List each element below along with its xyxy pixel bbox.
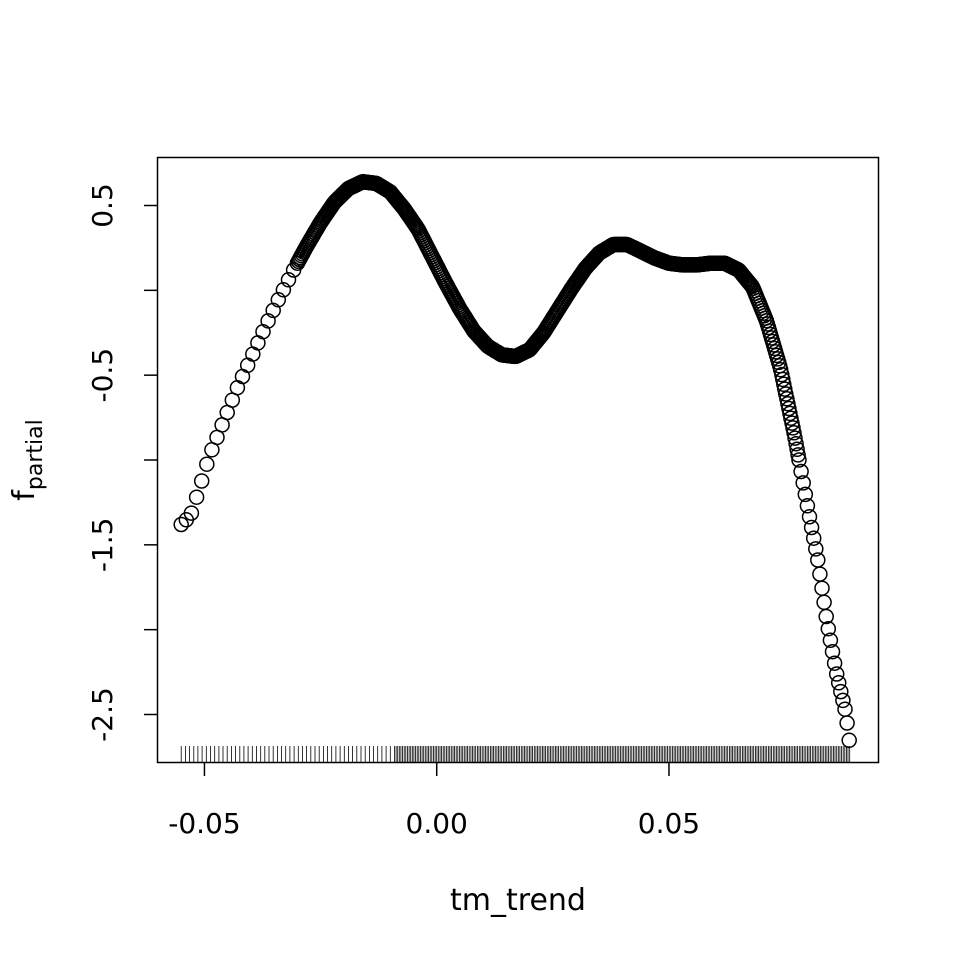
rug-marks bbox=[180, 746, 851, 762]
x-tick-label: -0.05 bbox=[168, 807, 240, 840]
data-point bbox=[808, 541, 824, 557]
y-tick-label: 0.5 bbox=[86, 183, 119, 228]
data-point bbox=[173, 516, 189, 533]
data-point bbox=[801, 509, 818, 525]
data-point bbox=[820, 621, 837, 637]
y-tick-label: -1.5 bbox=[86, 518, 119, 573]
data-point bbox=[797, 486, 814, 503]
data-point bbox=[841, 732, 857, 749]
data-point bbox=[199, 456, 215, 472]
data-point bbox=[824, 643, 841, 660]
data-point bbox=[799, 498, 816, 514]
y-axis-label: fpartial bbox=[7, 419, 48, 500]
data-point bbox=[805, 530, 822, 546]
y-axis-label-subscript: partial bbox=[23, 419, 48, 490]
data-point bbox=[818, 608, 834, 625]
data-point bbox=[788, 435, 804, 452]
data-point bbox=[812, 566, 828, 582]
data-point bbox=[826, 655, 843, 671]
data-point bbox=[803, 519, 820, 536]
data-point bbox=[814, 580, 830, 596]
data-point bbox=[822, 632, 839, 649]
data-point bbox=[183, 505, 200, 521]
data-point bbox=[835, 692, 851, 709]
data-point bbox=[816, 594, 832, 611]
x-axis: -0.05 0.00 0.05 bbox=[168, 762, 700, 840]
data-point bbox=[280, 272, 297, 288]
data-point bbox=[793, 463, 809, 480]
x-axis-label: tm_trend bbox=[450, 883, 586, 918]
data-point bbox=[193, 473, 210, 489]
data-points bbox=[173, 174, 857, 749]
plot-frame bbox=[156, 156, 880, 764]
y-tick-label: -2.5 bbox=[86, 687, 119, 742]
data-point bbox=[787, 430, 803, 446]
data-point bbox=[830, 675, 847, 691]
data-point bbox=[790, 447, 806, 463]
data-point bbox=[255, 323, 271, 340]
data-point bbox=[795, 475, 811, 491]
data-point bbox=[275, 282, 292, 298]
x-tick-label: 0.05 bbox=[638, 807, 700, 840]
x-tick-label: 0.00 bbox=[406, 807, 468, 840]
y-axis-label-main: f bbox=[7, 489, 42, 501]
data-point bbox=[837, 701, 853, 717]
data-point bbox=[260, 313, 276, 329]
data-point bbox=[188, 489, 205, 505]
data-point bbox=[789, 441, 805, 458]
data-point bbox=[270, 292, 287, 308]
data-point bbox=[786, 425, 802, 441]
y-tick-label: -0.5 bbox=[86, 348, 119, 403]
data-point bbox=[828, 666, 845, 682]
data-point bbox=[839, 715, 855, 731]
data-point bbox=[791, 452, 807, 468]
data-point bbox=[833, 683, 849, 700]
data-point bbox=[265, 302, 281, 319]
y-axis: 0.5 -0.5 -1.5 -2.5 bbox=[86, 183, 158, 742]
